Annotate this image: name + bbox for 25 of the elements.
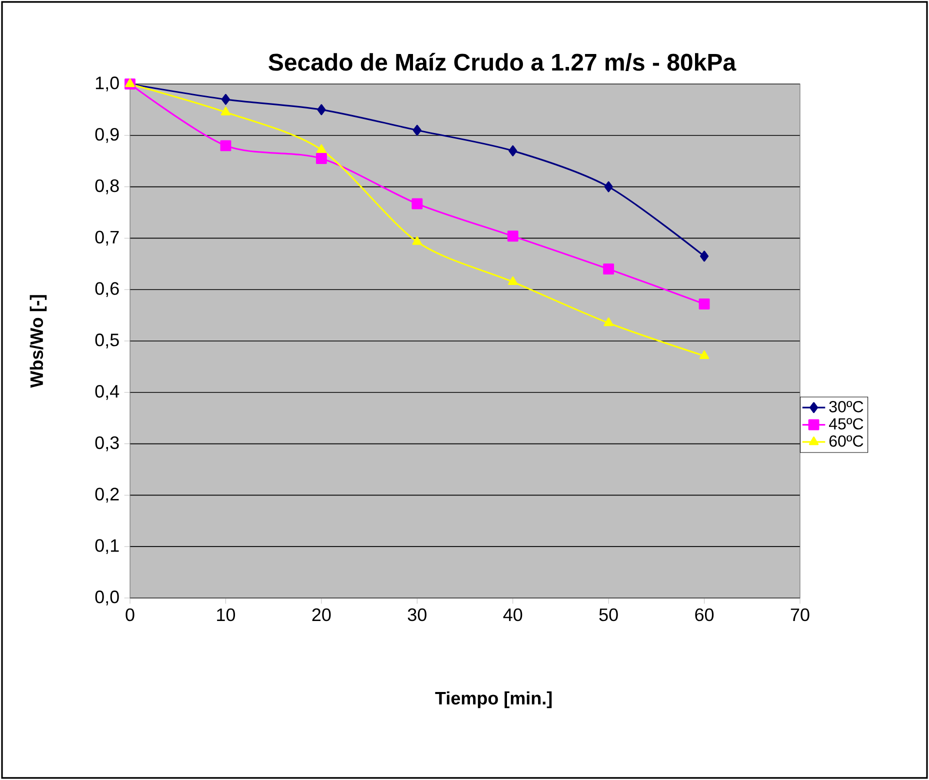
x-tick-label: 60	[695, 608, 714, 622]
x-tick-label: 20	[312, 608, 331, 622]
y-tick-label: 0,1	[95, 539, 119, 554]
y-tick-label: 0,7	[95, 230, 119, 246]
y-tick-label: 0,2	[95, 488, 119, 503]
y-tick-label: 0,9	[95, 128, 119, 143]
x-tick-label: 70	[790, 608, 810, 622]
chart-title: Secado de Maíz Crudo a 1.27 m/s - 80kPa	[268, 52, 736, 72]
x-tick-label: 10	[217, 608, 236, 622]
y-tick-label: 1,0	[96, 76, 119, 92]
x-tick-label: 50	[599, 608, 618, 622]
x-tick-label: 40	[503, 608, 522, 622]
legend-label: 30ºC	[829, 400, 864, 412]
y-tick-label: 0,5	[95, 334, 119, 348]
y-tick-label: 0,8	[95, 179, 119, 194]
x-tick-label: 0	[126, 608, 134, 622]
x-tick-label: 30	[408, 608, 426, 622]
y-tick-label: 0,4	[95, 384, 120, 400]
y-tick-label: 0,3	[95, 436, 119, 452]
legend-label: 60ºC	[829, 435, 864, 447]
y-axis-title: Wbs/Wo [-]	[30, 295, 47, 388]
y-tick-label: 0,6	[95, 282, 119, 298]
legend-label: 45ºC	[829, 418, 864, 430]
y-tick-label: 0,0	[95, 590, 119, 606]
x-axis-title: Tiempo [min.]	[435, 691, 552, 708]
